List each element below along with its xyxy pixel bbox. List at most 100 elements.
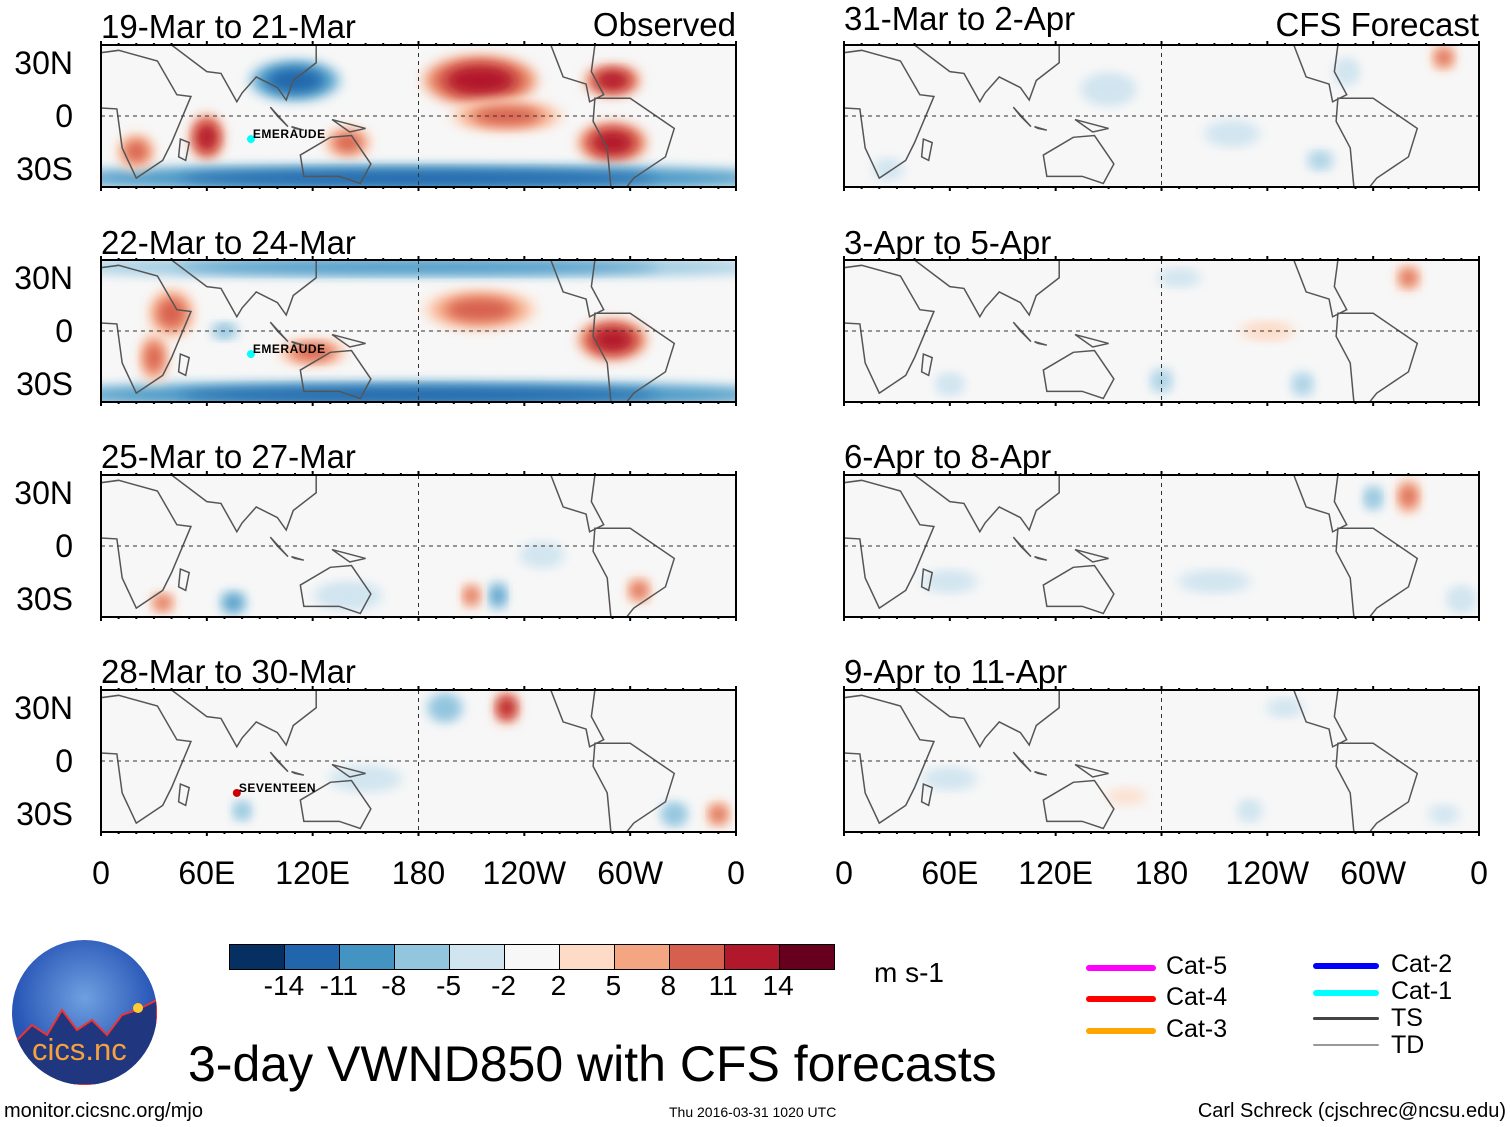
forecast-label: CFS Forecast (1275, 6, 1479, 43)
coastline (592, 97, 676, 187)
coastline (177, 353, 191, 377)
coastline (299, 349, 372, 400)
wind-anomaly-blob (632, 583, 646, 598)
lon-tick-label: 120E (275, 855, 351, 891)
logo-text: cics.nc (32, 1032, 127, 1067)
map-panel (100, 471, 737, 621)
lat-tick-label: 30S (16, 796, 73, 833)
colorbar-swatch (615, 945, 670, 969)
lat-tick-label: 30S (16, 151, 73, 188)
coastline (1292, 260, 1348, 318)
coastline (177, 568, 191, 592)
coastline (1042, 134, 1115, 185)
colorbar-label: 14 (762, 970, 794, 1001)
coastline (844, 694, 936, 825)
coastline (1335, 312, 1419, 402)
wind-anomaly-blob (178, 387, 659, 402)
footer-url[interactable]: monitor.cicsnc.org/mjo (4, 1100, 203, 1122)
colorbar-label: -2 (491, 970, 516, 1001)
storm-label: SEVENTEEN (238, 780, 316, 795)
coastline (291, 340, 305, 346)
coastline (177, 783, 191, 807)
panel-title: 9-Apr to 11-Apr (844, 653, 1068, 690)
coastline (913, 690, 1060, 749)
map-panel (843, 686, 1480, 836)
colorbar-label: -8 (381, 970, 407, 1001)
wind-anomaly-blob (156, 597, 170, 609)
observed-label: Observed (592, 6, 736, 43)
colorbar-units: m s-1 (874, 957, 944, 988)
coastline (170, 690, 317, 749)
coastline (913, 475, 1060, 534)
coastline (1034, 770, 1048, 776)
wind-anomaly-blob (292, 345, 333, 360)
lon-tick-label: 120W (1225, 855, 1310, 891)
map-panel (843, 471, 1480, 621)
coastline (299, 564, 372, 615)
wind-anomaly-blob (929, 574, 970, 589)
colorbar-swatch (230, 945, 285, 969)
coastline (920, 783, 934, 807)
colorbar-swatch (450, 945, 505, 969)
coastline (920, 138, 934, 162)
coastline (549, 260, 605, 318)
lon-tick-label: 180 (391, 855, 446, 891)
wind-anomaly-blob (500, 699, 514, 717)
coastline (1292, 45, 1348, 103)
legend-label: Cat-5 (1166, 952, 1228, 980)
mountain-icon (12, 998, 157, 1085)
coastline (291, 125, 305, 131)
coastline (291, 555, 305, 561)
storm-label: EMERAUDE (252, 342, 326, 357)
lon-tick-label: 120W (482, 855, 567, 891)
colorbar-swatch (395, 945, 450, 969)
map-panel (843, 41, 1480, 191)
coastline (549, 45, 605, 103)
wind-anomaly-blob (197, 124, 217, 151)
wind-anomaly-blob (1340, 64, 1354, 79)
lon-tick-label: 180 (1134, 855, 1189, 891)
panel-title: 19-Mar to 21-Mar (101, 8, 356, 45)
coastline (1335, 97, 1419, 187)
lat-tick-label: 0 (55, 313, 73, 349)
wind-anomaly-blob (525, 546, 558, 564)
coastline (170, 45, 317, 104)
lat-tick-label: 30S (16, 366, 73, 403)
legend-swatch (1086, 965, 1156, 971)
lat-tick-label: 30N (14, 44, 73, 81)
wind-anomaly-blob (592, 131, 633, 154)
wind-anomaly-blob (929, 771, 970, 786)
coastline (1042, 349, 1115, 400)
wind-anomaly-blob (592, 328, 633, 352)
colorbar-label: -5 (436, 970, 462, 1001)
legend-label: Cat-2 (1391, 950, 1453, 978)
legend-label: TD (1391, 1031, 1425, 1059)
colorbar-label: -11 (319, 970, 359, 1001)
wind-anomaly-blob (711, 807, 726, 822)
map-panel (100, 41, 737, 191)
coastline (592, 312, 676, 402)
wind-anomaly-blob (1247, 325, 1288, 337)
coastline (1074, 118, 1109, 133)
coastline (331, 548, 366, 563)
wind-anomaly-blob (1212, 125, 1253, 143)
panel-title: 31-Mar to 2-Apr (844, 0, 1076, 37)
wind-anomaly-blob (1401, 270, 1416, 285)
coastline (291, 770, 305, 776)
coastline (101, 694, 193, 825)
wind-anomaly-blob (158, 299, 185, 328)
cicsnc-logo: cics.nc (12, 940, 157, 1085)
wind-anomaly-blob (145, 343, 162, 372)
colorbar-label: 11 (708, 970, 738, 1001)
wind-anomaly-blob (1437, 50, 1451, 65)
colorbar-swatch (725, 945, 780, 969)
wind-anomaly-blob (1092, 80, 1125, 98)
panel-title: 6-Apr to 8-Apr (844, 438, 1052, 475)
colorbar-label: -14 (263, 970, 305, 1001)
lon-tick-label: 0 (835, 855, 853, 891)
wind-anomaly-blob (1243, 805, 1257, 817)
coastline (1042, 564, 1115, 615)
wind-anomaly-blob (1295, 377, 1310, 392)
coastline (269, 751, 289, 773)
coastline (1012, 751, 1032, 773)
